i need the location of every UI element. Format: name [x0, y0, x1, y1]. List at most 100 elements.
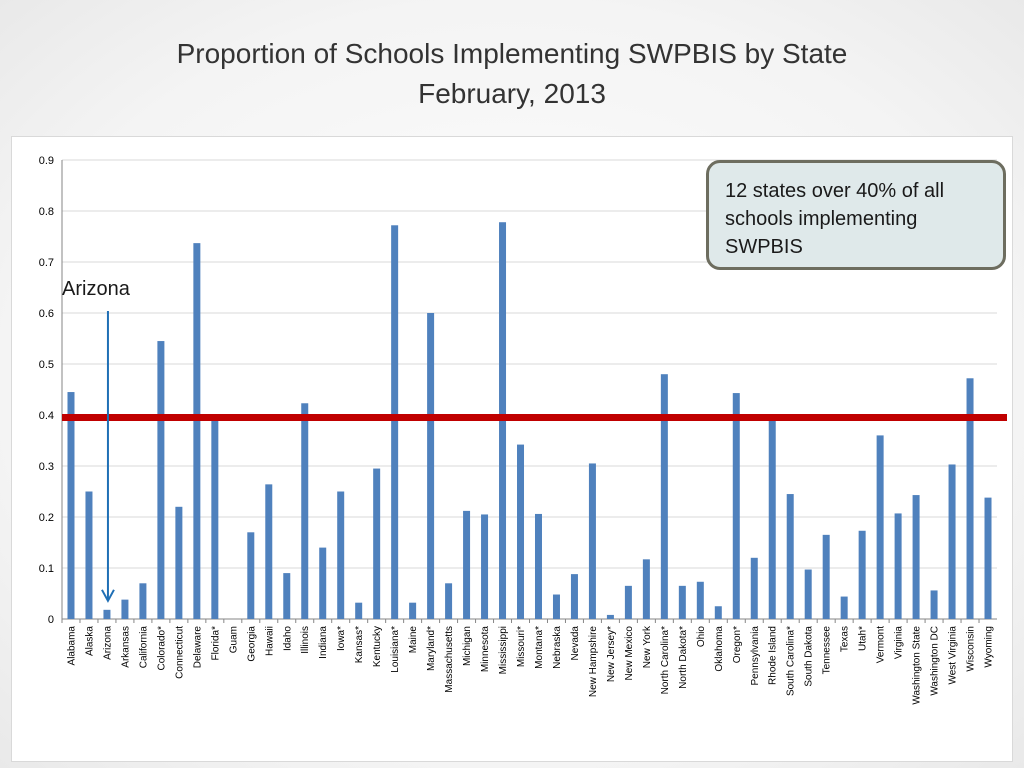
bar: [858, 530, 866, 619]
x-tick-label: Washington State: [912, 626, 923, 705]
bar: [894, 513, 902, 619]
bar: [265, 484, 273, 619]
x-tick-label: Nevada: [570, 626, 581, 661]
bar: [678, 585, 686, 619]
bar: [912, 495, 920, 619]
arizona-label: Arizona: [62, 278, 130, 300]
x-tick-label: South Dakota: [804, 626, 815, 687]
slide-title-line1: Proportion of Schools Implementing SWPBI…: [176, 38, 848, 69]
y-tick-label: 0.4: [39, 410, 54, 422]
x-tick-label: Alaska: [84, 626, 95, 656]
bar: [373, 468, 381, 619]
x-tick-label: Virginia: [894, 626, 905, 660]
y-tick-label: 0.6: [39, 308, 54, 320]
x-tick-label: Kansas*: [354, 626, 365, 663]
x-tick-label: Utah*: [858, 626, 869, 651]
bar: [427, 313, 435, 619]
x-tick-label: Ohio: [696, 626, 707, 648]
bar: [786, 494, 794, 619]
bar: [319, 547, 327, 619]
bar: [139, 583, 147, 619]
x-tick-label: Louisiana*: [390, 626, 401, 673]
bar: [930, 590, 938, 619]
arrow-head-icon: [101, 589, 115, 603]
x-tick-label: Wyoming: [984, 626, 995, 668]
x-tick-label: Nebraska: [552, 626, 563, 669]
bar: [481, 514, 489, 619]
x-tick-label: Connecticut: [174, 626, 185, 679]
bar: [714, 606, 722, 619]
x-tick-label: Montana*: [534, 626, 545, 669]
y-tick-label: 0.2: [39, 512, 54, 524]
bar: [103, 609, 111, 619]
bar: [732, 393, 740, 619]
bar: [283, 573, 291, 619]
x-tick-label: Texas: [840, 626, 851, 652]
bar: [948, 464, 956, 619]
x-tick-label: Idaho: [282, 626, 293, 651]
x-tick-label: Michigan: [462, 626, 473, 666]
bar: [642, 559, 650, 619]
y-tick-label: 0.8: [39, 206, 54, 218]
bar: [157, 341, 165, 619]
x-tick-label: Delaware: [192, 626, 203, 669]
bar: [193, 243, 201, 619]
callout-box: 12 states over 40% of all schools implem…: [706, 160, 1006, 270]
x-tick-label: Arkansas: [120, 626, 131, 668]
x-tick-label: Maine: [408, 626, 419, 654]
slide-title: Proportion of Schools Implementing SWPBI…: [0, 34, 1024, 114]
y-tick-label: 0.5: [39, 359, 54, 371]
bar: [768, 420, 776, 619]
bar: [517, 444, 525, 619]
bar: [355, 602, 363, 619]
bar: [606, 614, 614, 619]
bar: [337, 491, 345, 619]
bar: [822, 534, 830, 619]
bar: [247, 532, 255, 619]
bar: [211, 420, 219, 619]
bar: [570, 574, 578, 619]
x-tick-label: New Jersey*: [606, 626, 617, 682]
y-tick-label: 0.1: [39, 563, 54, 575]
slide-title-line2: February, 2013: [418, 78, 606, 109]
x-tick-label: Pennsylvania: [750, 626, 761, 686]
bar: [534, 513, 542, 619]
x-tick-label: Guam: [228, 626, 239, 653]
x-tick-label: Indiana: [318, 626, 329, 659]
x-tick-label: Illinois: [300, 626, 311, 654]
x-tick-label: Hawaii: [264, 626, 275, 656]
bar: [660, 374, 668, 619]
bar: [409, 602, 417, 619]
y-tick-label: 0: [48, 614, 54, 626]
x-tick-label: Vermont: [876, 626, 887, 663]
bar: [67, 392, 75, 619]
bar: [876, 435, 884, 619]
bar: [750, 557, 758, 619]
x-tick-label: Missouri*: [516, 626, 527, 667]
x-tick-label: North Carolina*: [660, 626, 671, 694]
x-tick-label: North Dakota*: [678, 626, 689, 689]
x-tick-label: Wisconsin: [966, 626, 977, 672]
bar: [552, 594, 560, 619]
y-tick-label: 0.7: [39, 257, 54, 269]
bar: [624, 585, 632, 619]
x-tick-label: Washington DC: [930, 626, 941, 696]
x-tick-label: Massachusetts: [444, 626, 455, 693]
x-tick-label: Minnesota: [480, 626, 491, 673]
x-tick-label: New York: [642, 625, 653, 668]
bar: [840, 596, 848, 619]
x-tick-label: Colorado*: [156, 626, 167, 671]
bar: [445, 583, 453, 619]
x-tick-label: Iowa*: [336, 626, 347, 651]
y-tick-label: 0.9: [39, 155, 54, 167]
bar: [588, 463, 596, 619]
bar: [696, 581, 704, 619]
x-tick-label: West Virginia: [948, 626, 959, 685]
x-tick-label: Tennessee: [822, 626, 833, 675]
x-tick-label: Kentucky: [372, 626, 383, 667]
bar: [463, 510, 471, 619]
x-tick-label: Georgia: [246, 626, 257, 662]
x-tick-label: Florida*: [210, 626, 221, 661]
x-tick-label: New Hampshire: [588, 626, 599, 698]
